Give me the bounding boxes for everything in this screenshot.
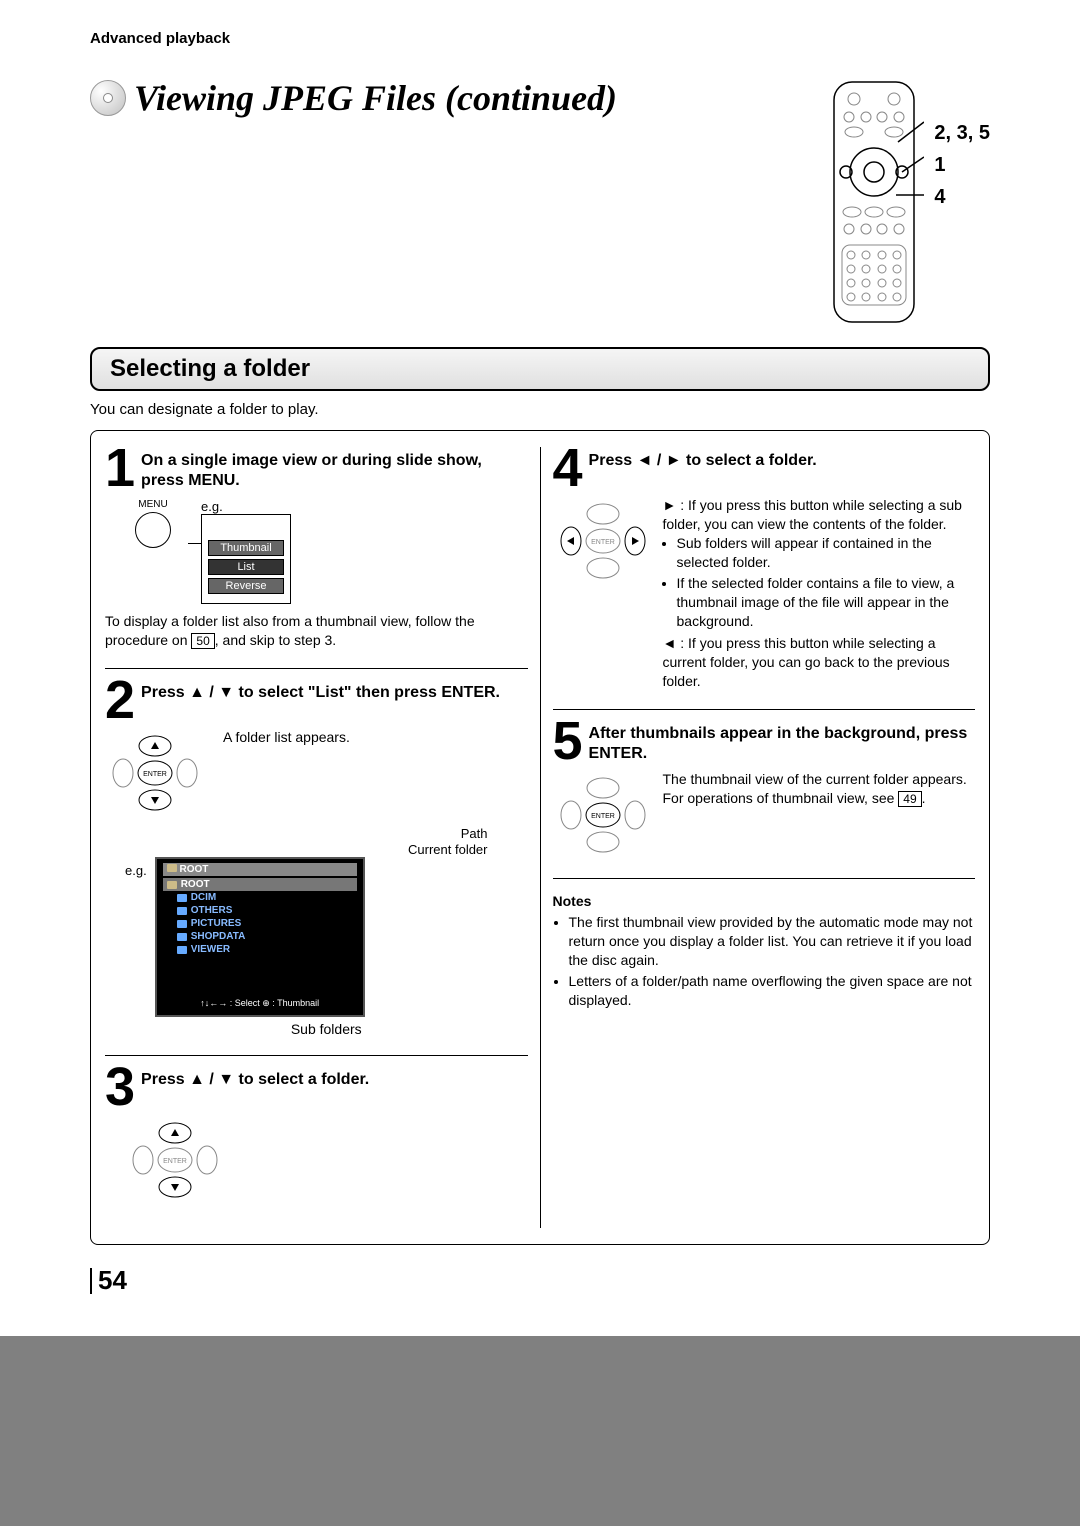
step4-bullet: If the selected folder contains a file t…	[677, 574, 976, 631]
title-wrap: Viewing JPEG Files (continued)	[90, 77, 617, 119]
note-item: The first thumbnail view provided by the…	[569, 913, 976, 970]
step4-right-lead: ► : If you press this button while selec…	[663, 496, 976, 534]
callout-line: 4	[934, 181, 990, 213]
step-title: Press ◄ / ► to select a folder.	[589, 447, 817, 471]
popup-menu: Thumbnail List Reverse	[201, 514, 291, 604]
popup-item: Reverse	[208, 578, 284, 594]
breadcrumb: Advanced playback	[90, 30, 990, 47]
left-column: 1 On a single image view or during slide…	[105, 447, 541, 1228]
svg-text:ENTER: ENTER	[143, 771, 167, 778]
section-intro: You can designate a folder to play.	[90, 401, 990, 418]
note-item: Letters of a folder/path name overflowin…	[569, 972, 976, 1010]
notes-heading: Notes	[553, 893, 976, 909]
dpad-icon: ENTER	[553, 770, 653, 860]
page-ref: 50	[191, 633, 214, 649]
step-number: 1	[105, 447, 135, 490]
screen-footer: ↑↓←→ : Select ⊕ : Thumbnail	[163, 996, 357, 1011]
menu-label: MENU	[135, 499, 171, 510]
header-row: Viewing JPEG Files (continued)	[90, 77, 990, 327]
page-title: Viewing JPEG Files (continued)	[134, 77, 617, 119]
page-ref: 49	[898, 791, 921, 807]
folder-list-diagram: Path Current folder e.g. ROOT ROOT DCIM …	[125, 826, 528, 1037]
manual-page: Advanced playback Viewing JPEG Files (co…	[0, 0, 1080, 1336]
remote-callouts: 2, 3, 5 1 4	[934, 77, 990, 213]
step-title: On a single image view or during slide s…	[141, 447, 527, 491]
label-path: Path	[125, 826, 488, 842]
step1-para: To display a folder list also from a thu…	[105, 612, 528, 650]
steps-frame: 1 On a single image view or during slide…	[90, 430, 990, 1245]
callout-line: 2, 3, 5	[934, 117, 990, 149]
folder-screen: ROOT ROOT DCIM OTHERS PICTURES SHOPDATA …	[155, 857, 365, 1017]
remote-diagram: 2, 3, 5 1 4	[824, 77, 990, 327]
remote-icon	[824, 77, 924, 327]
section-header: Selecting a folder	[90, 347, 990, 391]
step-number: 2	[105, 679, 135, 722]
popup-item: Thumbnail	[208, 540, 284, 556]
callout-line: 1	[934, 149, 990, 181]
section-title: Selecting a folder	[110, 355, 970, 383]
step-title: Press ▲ / ▼ to select "List" then press …	[141, 679, 500, 703]
dpad-icon: ENTER	[553, 496, 653, 586]
step-5: 5 After thumbnails appear in the backgro…	[553, 720, 976, 860]
menu-button-icon: MENU	[135, 499, 171, 548]
step4-bullet: Sub folders will appear if contained in …	[677, 534, 976, 572]
page-number-bar: 54	[90, 1265, 990, 1296]
step-title: Press ▲ / ▼ to select a folder.	[141, 1066, 369, 1090]
step-4: 4 Press ◄ / ► to select a folder. ENTER	[553, 447, 976, 691]
svg-text:ENTER: ENTER	[591, 539, 615, 546]
label-subfolders: Sub folders	[125, 1021, 528, 1037]
step-number: 5	[553, 720, 583, 763]
eg-label: e.g.	[201, 499, 291, 514]
svg-text:ENTER: ENTER	[591, 813, 615, 820]
step5-p1: The thumbnail view of the current folder…	[663, 770, 976, 789]
step-2: 2 Press ▲ / ▼ to select "List" then pres…	[105, 679, 528, 1037]
svg-text:ENTER: ENTER	[163, 1158, 187, 1165]
page-number: 54	[98, 1265, 127, 1296]
step4-left-lead: ◄ : If you press this button while selec…	[663, 634, 976, 691]
step-title: After thumbnails appear in the backgroun…	[589, 720, 975, 764]
step-number: 4	[553, 447, 583, 490]
step2-text: A folder list appears.	[223, 728, 350, 747]
step5-p2: For operations of thumbnail view, see 49…	[663, 789, 976, 808]
right-column: 4 Press ◄ / ► to select a folder. ENTER	[553, 447, 976, 1228]
step-1: 1 On a single image view or during slide…	[105, 447, 528, 650]
eg-label: e.g.	[125, 857, 147, 878]
disc-icon	[90, 80, 126, 116]
dpad-icon: ENTER	[125, 1115, 225, 1205]
dpad-icon: ENTER	[105, 728, 205, 818]
popup-item-selected: List	[208, 559, 284, 575]
step-3: 3 Press ▲ / ▼ to select a folder. ENTER	[105, 1066, 528, 1210]
label-current: Current folder	[125, 842, 488, 858]
notes-list: The first thumbnail view provided by the…	[553, 913, 976, 1009]
step-number: 3	[105, 1066, 135, 1109]
